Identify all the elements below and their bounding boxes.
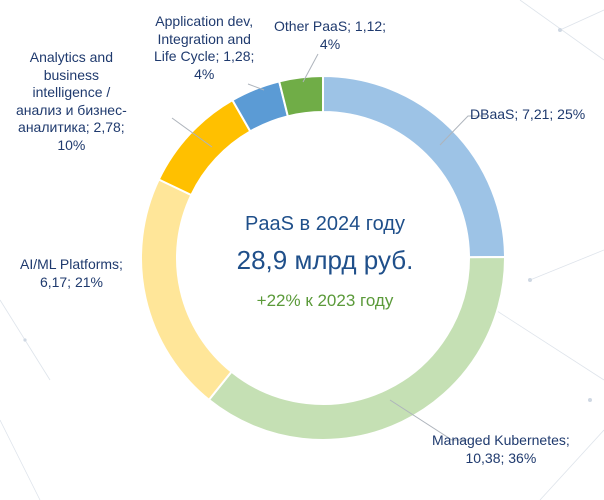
slice-label-ai-ml-platforms: AI/ML Platforms; 6,17; 21% bbox=[20, 256, 123, 291]
leader-line-managed-kubernetes bbox=[389, 399, 468, 441]
leader-line-app-dev bbox=[247, 83, 265, 91]
center-total: 28,9 млрд руб. bbox=[236, 245, 414, 275]
slice-label-line: 10% bbox=[57, 136, 86, 153]
slice-label-app-dev: Application dev, Integration and Life Cycl… bbox=[154, 13, 254, 83]
slice-label-line: Analytics and bbox=[29, 49, 114, 65]
slice-label-line: анализ и бизнес- bbox=[16, 101, 127, 118]
slice-managed-kubernetes bbox=[207, 256, 506, 441]
center-title: PaaS в 2024 году bbox=[245, 213, 405, 235]
slice-label-line: 4% bbox=[319, 35, 341, 52]
slice-label-other-paas: Other PaaS; 1,12; 4% bbox=[274, 18, 386, 53]
slice-label-managed-kubernetes: Managed Kubernetes; 10,38; 36% bbox=[432, 432, 570, 467]
slice-label-line: 10,38; 36% bbox=[465, 449, 537, 466]
slice-other-paas bbox=[277, 74, 324, 118]
slice-label-analytics: Analytics and business intelligence / анали… bbox=[16, 49, 127, 154]
slice-label-line: DBaaS; 7,21; 25% bbox=[470, 106, 586, 122]
slice-label-line: Integration and bbox=[157, 30, 251, 47]
slice-label-line: аналитика; 2,78; bbox=[18, 119, 125, 135]
slice-label-dbaas: DBaaS; 7,21; 25% bbox=[470, 106, 585, 124]
slice-label-line: AI/ML Platforms; bbox=[20, 256, 123, 272]
leader-line-dbaas bbox=[439, 115, 486, 146]
slice-label-line: business bbox=[43, 66, 99, 83]
slice-label-line: Other PaaS; 1,12; bbox=[274, 18, 387, 34]
slice-label-line: Life Cycle; 1,28; bbox=[154, 48, 255, 64]
leader-line-analytics bbox=[171, 117, 213, 148]
leader-line-other-paas bbox=[302, 53, 319, 83]
slice-label-line: intelligence / bbox=[32, 84, 111, 100]
slice-label-line: Managed Kubernetes; bbox=[432, 432, 570, 448]
slice-label-line: 6,17; 21% bbox=[39, 273, 103, 290]
slice-analytics bbox=[157, 98, 252, 197]
slice-label-line: Application dev, bbox=[155, 13, 254, 29]
center-growth: +22% к 2023 году bbox=[256, 291, 394, 310]
slice-label-line: 4% bbox=[194, 65, 215, 82]
